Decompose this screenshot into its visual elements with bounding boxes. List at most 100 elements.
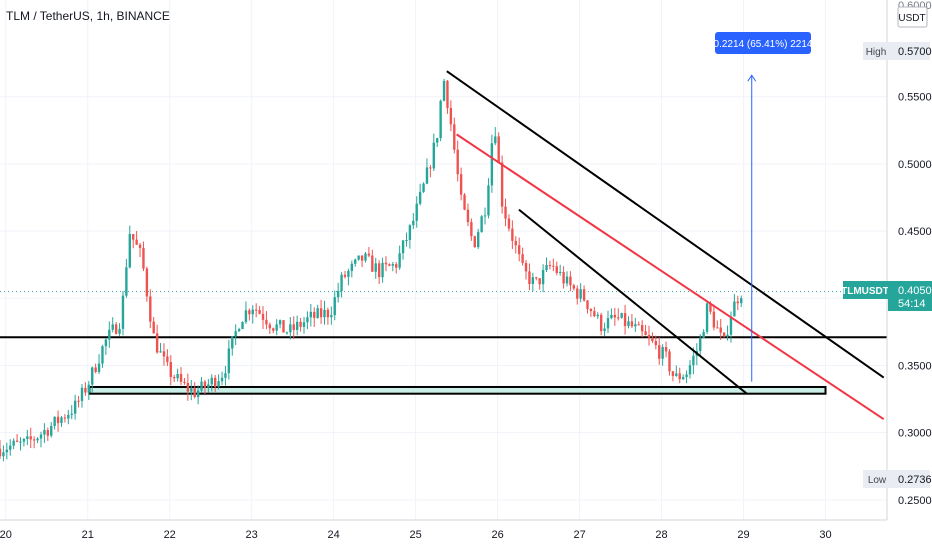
candle-body xyxy=(275,324,278,331)
candle-body xyxy=(432,142,435,169)
candle-body xyxy=(422,183,425,192)
candle-body xyxy=(299,321,302,327)
candle-body xyxy=(490,143,494,186)
candle-body xyxy=(319,308,323,318)
candle-body xyxy=(227,348,231,374)
candle-body xyxy=(213,377,217,387)
candle-body xyxy=(70,413,73,415)
candle-body xyxy=(374,263,377,272)
candle-body xyxy=(39,434,43,439)
measure-arrow-head xyxy=(747,74,757,82)
low-label-box xyxy=(863,470,890,488)
bar-countdown: 54:14 xyxy=(898,298,926,310)
candle-body xyxy=(217,381,220,387)
candle-body xyxy=(46,430,50,436)
candle-body xyxy=(282,320,285,333)
candle-body xyxy=(313,311,316,318)
candle-body xyxy=(579,289,582,299)
candle-body xyxy=(521,254,524,263)
candle-body xyxy=(292,324,295,330)
candle-body xyxy=(19,441,22,443)
candle-body xyxy=(200,381,203,391)
candle-body xyxy=(183,381,186,383)
candle-body xyxy=(565,276,569,284)
high-label-box xyxy=(863,42,890,60)
price-tick-label: 0.5000 xyxy=(898,159,932,171)
black-trendline xyxy=(446,70,885,379)
candle-body xyxy=(316,308,319,318)
candle-body xyxy=(675,373,678,376)
candle-body xyxy=(101,346,104,364)
candle-body xyxy=(138,244,142,248)
candle-body xyxy=(169,362,172,378)
candle-body xyxy=(272,328,275,331)
candle-body xyxy=(593,311,596,317)
candle-body xyxy=(483,215,487,217)
candle-body xyxy=(617,317,620,319)
candle-body xyxy=(692,355,695,366)
time-tick-label: 22 xyxy=(164,529,176,541)
candle-body xyxy=(56,416,60,424)
candle-body xyxy=(254,309,258,311)
time-tick-label: 26 xyxy=(491,529,503,541)
price-range-measure: 0.2214 (65.41%) 2214 xyxy=(714,32,813,382)
high-value: 0.5700 xyxy=(898,46,932,58)
candle-body xyxy=(268,324,272,329)
candle-body xyxy=(173,377,176,379)
candle-body xyxy=(159,351,162,353)
candle-body xyxy=(340,274,343,292)
candle-body xyxy=(470,222,473,237)
candle-body xyxy=(514,240,517,246)
candle-body xyxy=(497,136,500,163)
candle-body xyxy=(384,262,388,265)
candle-body xyxy=(203,381,207,388)
candle-body xyxy=(367,253,371,256)
candle-body xyxy=(439,100,442,139)
candle-body xyxy=(377,263,381,278)
candle-body xyxy=(456,149,459,175)
candle-body xyxy=(196,390,200,398)
candle-body xyxy=(364,253,367,261)
candle-body xyxy=(111,324,114,330)
candle-body xyxy=(15,440,19,442)
candle-body xyxy=(357,255,360,260)
candle-body xyxy=(552,265,555,267)
candle-body xyxy=(265,319,268,325)
candle-body xyxy=(22,438,26,442)
candle-body xyxy=(186,382,190,392)
currency-badge-box xyxy=(897,6,928,28)
candle-body xyxy=(603,328,606,332)
candle-body xyxy=(511,228,514,241)
candle-body xyxy=(712,311,716,328)
candle-body xyxy=(50,425,53,436)
candle-body xyxy=(576,288,579,299)
candle-body xyxy=(401,240,405,254)
measure-label-box xyxy=(715,32,811,54)
candle-body xyxy=(610,314,613,319)
time-tick-label: 24 xyxy=(328,529,340,541)
candle-body xyxy=(149,296,152,322)
candle-body xyxy=(135,239,138,245)
red-trendline xyxy=(456,133,885,421)
candle-body xyxy=(32,439,36,441)
candle-body xyxy=(289,324,292,333)
candle-body xyxy=(97,363,101,372)
candle-body xyxy=(26,436,29,439)
candle-body xyxy=(664,347,668,352)
candle-body xyxy=(145,268,149,297)
candle-body xyxy=(589,309,593,312)
candle-body xyxy=(637,324,640,326)
candle-body xyxy=(166,356,169,363)
candle-body xyxy=(248,310,251,315)
currency-badge[interactable]: USDT xyxy=(898,13,925,24)
price-tick-label: 0.4500 xyxy=(898,226,932,238)
candle-body xyxy=(596,314,599,317)
candle-body xyxy=(651,337,654,342)
candle-body xyxy=(371,255,374,272)
candle-body xyxy=(398,253,401,268)
candle-body xyxy=(152,321,155,334)
candle-body xyxy=(104,339,108,347)
candle-body xyxy=(555,266,558,273)
candle-body xyxy=(91,367,94,385)
